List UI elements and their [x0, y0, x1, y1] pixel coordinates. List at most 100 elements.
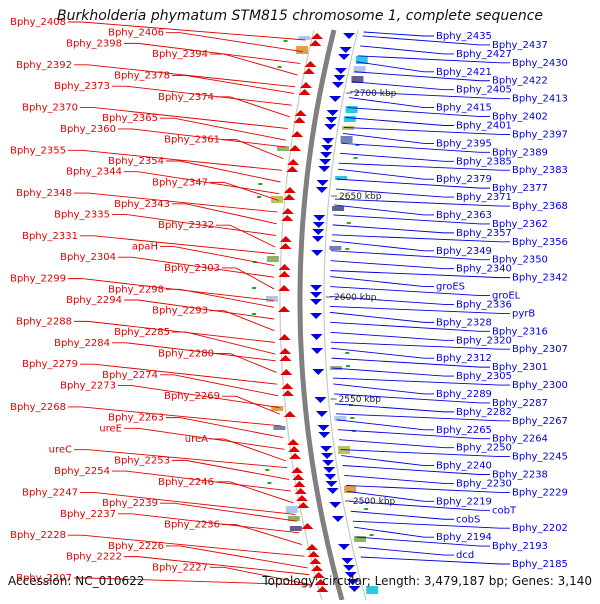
left-gene-label[interactable]: Bphy_2361: [164, 135, 220, 146]
left-gene-label[interactable]: Bphy_2293: [152, 306, 208, 317]
right-gene-label[interactable]: Bphy_2362: [492, 219, 548, 230]
left-gene-label[interactable]: Bphy_2348: [16, 188, 72, 199]
left-gene-label[interactable]: Bphy_2268: [10, 402, 66, 413]
right-gene-label[interactable]: Bphy_2349: [436, 246, 492, 257]
left-gene-label[interactable]: Bphy_2398: [66, 38, 122, 49]
left-gene-label[interactable]: ureA: [185, 434, 208, 445]
left-gene-label[interactable]: Bphy_2294: [66, 295, 122, 306]
right-gene-label[interactable]: Bphy_2267: [512, 416, 568, 427]
right-gene-label[interactable]: Bphy_2340: [456, 264, 512, 275]
right-gene-label[interactable]: Bphy_2250: [456, 443, 512, 454]
right-gene-label[interactable]: Bphy_2245: [512, 452, 568, 463]
left-gene-label[interactable]: ureE: [99, 423, 122, 434]
left-gene-label[interactable]: Bphy_2227: [152, 562, 208, 573]
right-gene-label[interactable]: Bphy_2301: [492, 362, 548, 373]
left-gene-label[interactable]: ureC: [49, 445, 72, 456]
left-gene-label[interactable]: apaH: [132, 242, 158, 253]
right-gene-label[interactable]: Bphy_2219: [436, 496, 492, 507]
right-gene-label[interactable]: Bphy_2405: [456, 85, 512, 96]
right-gene-label[interactable]: Bphy_2230: [456, 478, 512, 489]
right-gene-label[interactable]: Bphy_2202: [512, 523, 568, 534]
left-gene-label[interactable]: Bphy_2332: [158, 220, 214, 231]
left-gene-label[interactable]: Bphy_2269: [164, 391, 220, 402]
right-gene-label[interactable]: Bphy_2307: [512, 344, 568, 355]
right-gene-label[interactable]: Bphy_2415: [436, 103, 492, 114]
right-gene-label[interactable]: Bphy_2229: [512, 487, 568, 498]
left-gene-label[interactable]: Bphy_2304: [60, 252, 116, 263]
right-gene-label[interactable]: Bphy_2389: [492, 147, 548, 158]
right-gene-label[interactable]: Bphy_2350: [492, 255, 548, 266]
right-gene-label[interactable]: Bphy_2397: [512, 129, 568, 140]
left-gene-label[interactable]: Bphy_2274: [102, 370, 158, 381]
right-gene-label[interactable]: Bphy_2435: [436, 31, 492, 42]
left-gene-label[interactable]: Bphy_2285: [114, 327, 170, 338]
right-gene-label[interactable]: Bphy_2320: [456, 335, 512, 346]
left-gene-label[interactable]: Bphy_2365: [102, 113, 158, 124]
left-gene-label[interactable]: Bphy_2298: [108, 284, 164, 295]
left-gene-label[interactable]: Bphy_2392: [16, 60, 72, 71]
right-gene-label[interactable]: Bphy_2413: [512, 94, 568, 105]
right-gene-label[interactable]: Bphy_2264: [492, 434, 548, 445]
right-gene-label[interactable]: Bphy_2265: [436, 425, 492, 436]
right-gene-label[interactable]: Bphy_2422: [492, 76, 548, 87]
left-gene-label[interactable]: Bphy_2347: [152, 177, 208, 188]
left-gene-label[interactable]: Bphy_2207: [16, 573, 72, 584]
left-gene-label[interactable]: Bphy_2370: [22, 103, 78, 114]
right-gene-label[interactable]: Bphy_2383: [512, 165, 568, 176]
left-gene-label[interactable]: Bphy_2299: [10, 274, 66, 285]
left-gene-label[interactable]: Bphy_2226: [108, 541, 164, 552]
right-gene-label[interactable]: Bphy_2377: [492, 183, 548, 194]
left-gene-label[interactable]: Bphy_2354: [108, 156, 164, 167]
left-gene-label[interactable]: Bphy_2280: [158, 348, 214, 359]
left-gene-label[interactable]: Bphy_2288: [16, 316, 72, 327]
left-gene-label[interactable]: Bphy_2263: [108, 413, 164, 424]
left-gene-label[interactable]: Bphy_2360: [60, 124, 116, 135]
right-gene-label[interactable]: Bphy_2282: [456, 407, 512, 418]
left-gene-label[interactable]: Bphy_2228: [10, 530, 66, 541]
left-gene-label[interactable]: Bphy_2236: [164, 520, 220, 531]
right-gene-label[interactable]: Bphy_2185: [512, 559, 568, 570]
right-gene-label[interactable]: Bphy_2395: [436, 138, 492, 149]
left-gene-label[interactable]: Bphy_2253: [114, 455, 170, 466]
right-gene-label[interactable]: Bphy_2289: [436, 389, 492, 400]
left-gene-label[interactable]: Bphy_2344: [66, 167, 122, 178]
left-gene-label[interactable]: Bphy_2303: [164, 263, 220, 274]
right-gene-label[interactable]: Bphy_2371: [456, 192, 512, 203]
right-gene-label[interactable]: Bphy_2193: [492, 541, 548, 552]
right-gene-label[interactable]: Bphy_2385: [456, 156, 512, 167]
left-gene-label[interactable]: Bphy_2373: [54, 81, 110, 92]
right-gene-label[interactable]: Bphy_2328: [436, 317, 492, 328]
left-gene-label[interactable]: Bphy_2279: [22, 359, 78, 370]
right-gene-label[interactable]: Bphy_2240: [436, 461, 492, 472]
right-gene-label[interactable]: groEL: [492, 291, 521, 302]
left-gene-label[interactable]: Bphy_2355: [10, 145, 66, 156]
right-gene-label[interactable]: cobS: [456, 514, 480, 525]
right-gene-label[interactable]: Bphy_2342: [512, 273, 568, 284]
left-gene-label[interactable]: Bphy_2246: [158, 477, 214, 488]
right-gene-label[interactable]: Bphy_2316: [492, 326, 548, 337]
right-gene-label[interactable]: Bphy_2336: [456, 299, 512, 310]
right-gene-label[interactable]: Bphy_2312: [436, 353, 492, 364]
left-gene-label[interactable]: Bphy_2222: [66, 552, 122, 563]
right-gene-label[interactable]: Bphy_2287: [492, 398, 548, 409]
right-gene-label[interactable]: cobT: [492, 505, 517, 516]
right-gene-label[interactable]: Bphy_2356: [512, 237, 568, 248]
right-gene-label[interactable]: Bphy_2363: [436, 210, 492, 221]
right-gene-label[interactable]: Bphy_2402: [492, 112, 548, 123]
left-gene-label[interactable]: Bphy_2343: [114, 199, 170, 210]
right-gene-label[interactable]: pyrB: [512, 308, 535, 319]
left-gene-label[interactable]: Bphy_2406: [108, 28, 164, 39]
right-gene-label[interactable]: Bphy_2421: [436, 67, 492, 78]
left-gene-label[interactable]: Bphy_2374: [158, 92, 214, 103]
left-gene-label[interactable]: Bphy_2239: [102, 498, 158, 509]
right-gene-label[interactable]: Bphy_2379: [436, 174, 492, 185]
right-gene-label[interactable]: Bphy_2238: [492, 470, 548, 481]
left-gene-label[interactable]: Bphy_2237: [60, 509, 116, 520]
left-gene-label[interactable]: Bphy_2273: [60, 381, 116, 392]
left-gene-label[interactable]: Bphy_2254: [54, 466, 110, 477]
left-gene-label[interactable]: Bphy_2378: [114, 70, 170, 81]
right-gene-label[interactable]: dcd: [456, 550, 474, 561]
right-gene-label[interactable]: Bphy_2305: [456, 371, 512, 382]
right-gene-label[interactable]: Bphy_2300: [512, 380, 568, 391]
right-gene-label[interactable]: Bphy_2427: [456, 49, 512, 60]
